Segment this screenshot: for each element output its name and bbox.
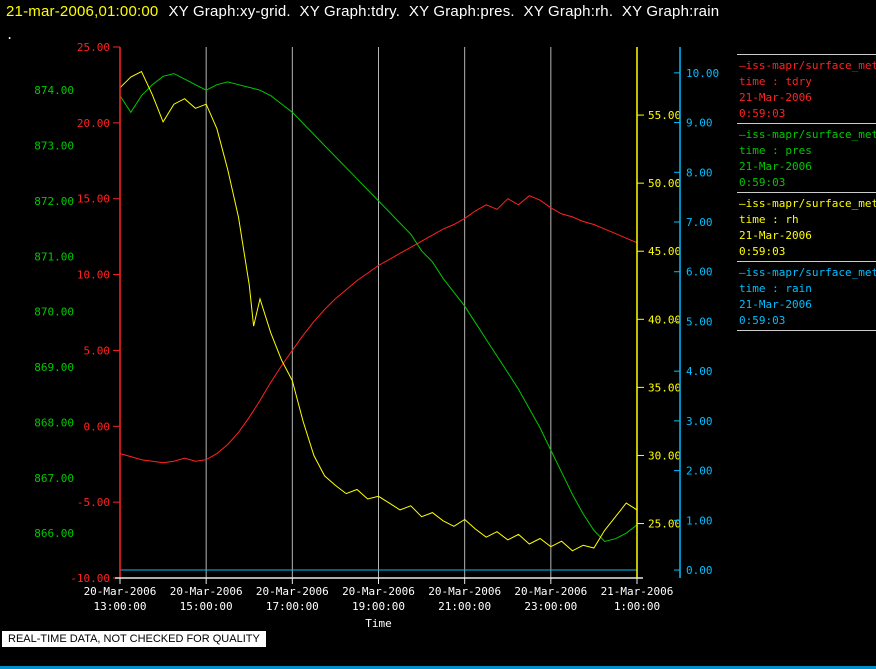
axis-label-rain: 5.00 — [686, 315, 713, 328]
axis-label-rh: 55.00 — [648, 109, 681, 122]
axis-label-rh: 45.00 — [648, 245, 681, 258]
legend-series-name: —iss-mapr/surface_met — [739, 266, 876, 279]
axis-label-pres: 868.00 — [34, 416, 74, 429]
legend-series-field: time : pres — [739, 144, 812, 157]
x-tick-time: 1:00:00 — [614, 600, 660, 613]
x-axis-title: Time — [365, 617, 392, 630]
axis-label-tdry: 10.00 — [77, 269, 110, 282]
x-tick-date: 20-Mar-2006 — [170, 585, 243, 598]
legend-series-name: —iss-mapr/surface_met — [739, 197, 876, 210]
x-tick-time: 17:00:00 — [266, 600, 319, 613]
axis-label-pres: 870.00 — [34, 306, 74, 319]
axis-label-tdry: -5.00 — [77, 496, 110, 509]
axis-label-rain: 9.00 — [686, 117, 713, 130]
x-tick-date: 20-Mar-2006 — [342, 585, 415, 598]
axis-label-rain: 0.00 — [686, 564, 713, 577]
axis-label-rain: 10.00 — [686, 67, 719, 80]
x-tick-time: 13:00:00 — [94, 600, 147, 613]
axis-label-rh: 50.00 — [648, 177, 681, 190]
legend-series-field: time : tdry — [739, 75, 812, 88]
axis-label-tdry: -10.00 — [70, 572, 110, 585]
window-bottom-border — [0, 666, 876, 669]
title-timestamp: 21-mar-2006,01:00:00 — [6, 3, 159, 20]
x-tick-date: 20-Mar-2006 — [514, 585, 587, 598]
x-tick-time: 19:00:00 — [352, 600, 405, 613]
axis-label-tdry: 5.00 — [84, 344, 111, 357]
axis-label-tdry: 15.00 — [77, 193, 110, 206]
x-tick-time: 23:00:00 — [524, 600, 577, 613]
axis-label-rh: 40.00 — [648, 313, 681, 326]
x-tick-date: 20-Mar-2006 — [428, 585, 501, 598]
axis-label-tdry: 25.00 — [77, 41, 110, 54]
axis-label-pres: 866.00 — [34, 527, 74, 540]
axis-label-rh: 35.00 — [648, 381, 681, 394]
quality-banner: REAL-TIME DATA, NOT CHECKED FOR QUALITY — [2, 631, 266, 647]
axis-label-rain: 7.00 — [686, 216, 713, 229]
legend-panel: —iss-mapr/surface_met time : tdry 21-Mar-2… — [737, 54, 876, 331]
legend-series-date: 21-Mar-2006 — [739, 298, 812, 311]
x-tick-date: 20-Mar-2006 — [84, 585, 157, 598]
axis-label-pres: 873.00 — [34, 140, 74, 153]
legend-series-date: 21-Mar-2006 — [739, 160, 812, 173]
title-graph-list: XY Graph:xy-grid. XY Graph:tdry. XY Grap… — [168, 3, 720, 20]
series-pres — [119, 73, 638, 543]
legend-series-field: time : rh — [739, 213, 799, 226]
x-tick-date: 20-Mar-2006 — [256, 585, 329, 598]
legend-separator — [737, 330, 876, 331]
legend-separator — [737, 261, 876, 262]
axis-label-pres: 872.00 — [34, 195, 74, 208]
axis-label-pres: 869.00 — [34, 361, 74, 374]
legend-series-name: —iss-mapr/surface_met — [739, 128, 876, 141]
legend-series-name: —iss-mapr/surface_met — [739, 59, 876, 72]
legend-series-time: 0:59:03 — [739, 107, 786, 120]
legend-series-time: 0:59:03 — [739, 176, 786, 189]
axis-label-pres: 867.00 — [34, 472, 74, 485]
legend-separator — [737, 192, 876, 193]
axis-label-rain: 1.00 — [686, 514, 713, 527]
legend-series-time: 0:59:03 — [739, 314, 786, 327]
legend-separator — [737, 123, 876, 124]
axis-label-tdry: 0.00 — [84, 420, 111, 433]
plot-area[interactable] — [120, 47, 637, 578]
corner-dot: . — [6, 28, 14, 42]
series-rh — [119, 70, 638, 552]
axis-label-rain: 4.00 — [686, 365, 713, 378]
legend-series-field: time : rain — [739, 282, 812, 295]
axis-label-pres: 874.00 — [34, 84, 74, 97]
x-tick-date: 21-Mar-2006 — [601, 585, 674, 598]
x-tick-time: 21:00:00 — [438, 600, 491, 613]
axis-label-rain: 6.00 — [686, 266, 713, 279]
legend-series-time: 0:59:03 — [739, 245, 786, 258]
axis-label-rain: 3.00 — [686, 415, 713, 428]
legend-separator — [737, 54, 876, 55]
legend-series-date: 21-Mar-2006 — [739, 229, 812, 242]
x-tick-time: 15:00:00 — [180, 600, 233, 613]
legend-series-date: 21-Mar-2006 — [739, 91, 812, 104]
axis-label-pres: 871.00 — [34, 250, 74, 263]
axis-label-rh: 25.00 — [648, 518, 681, 531]
window-title: 21-mar-2006,01:00:00 XY Graph:xy-grid. XY… — [6, 3, 719, 20]
axis-label-rh: 30.00 — [648, 449, 681, 462]
axis-label-tdry: 20.00 — [77, 117, 110, 130]
axis-label-rain: 8.00 — [686, 166, 713, 179]
series-tdry — [119, 195, 638, 464]
axis-label-rain: 2.00 — [686, 465, 713, 478]
